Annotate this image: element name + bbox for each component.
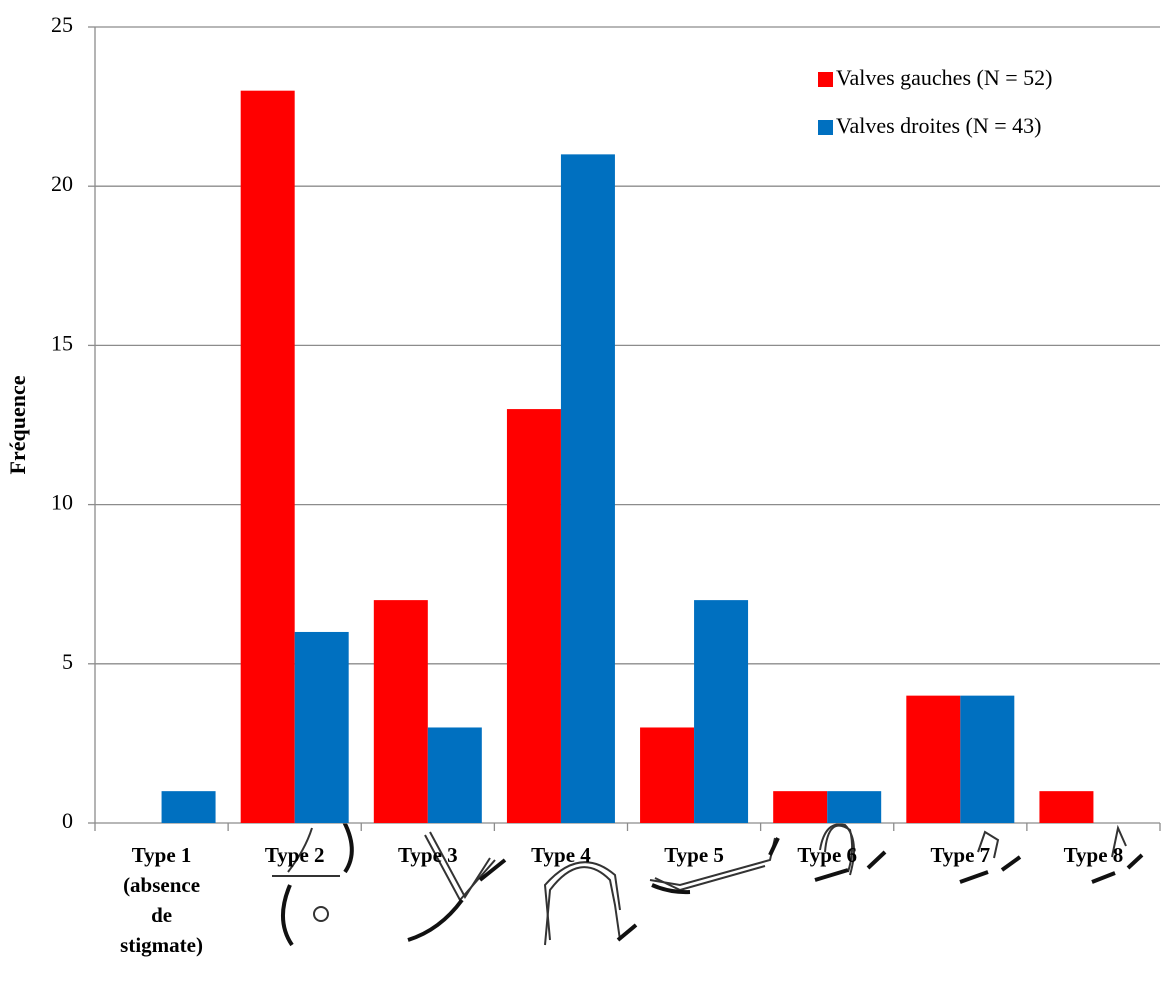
y-tick-label: 15	[51, 330, 73, 355]
legend-label: Valves gauches (N = 52)	[836, 65, 1052, 90]
bar	[827, 791, 882, 823]
bar	[960, 695, 1015, 823]
bar	[161, 791, 216, 823]
y-tick-label: 0	[62, 808, 73, 833]
legend-swatch	[818, 72, 833, 87]
bar	[294, 631, 349, 823]
y-tick-label: 25	[51, 12, 73, 37]
stigmate-sketches	[272, 817, 1144, 947]
bar	[427, 727, 482, 823]
bar	[506, 409, 561, 823]
bar	[373, 600, 428, 823]
bar	[1039, 791, 1094, 823]
y-tick-label: 5	[62, 649, 73, 674]
y-axis-label: Fréquence	[5, 375, 30, 474]
x-tick-label: Type 8	[1064, 843, 1124, 867]
bar	[694, 600, 749, 823]
bar	[240, 90, 295, 824]
bar	[560, 154, 615, 824]
x-tick-label: Type 3	[398, 843, 458, 867]
x-tick-label: Type 5	[664, 843, 724, 867]
x-tick-label: Type 1 (absence de stigmate)	[120, 843, 203, 957]
legend-label: Valves droites (N = 43)	[836, 113, 1041, 138]
bar	[906, 695, 961, 823]
bar	[640, 727, 695, 823]
y-tick-label: 10	[51, 490, 73, 515]
legend-swatch	[818, 120, 833, 135]
bar	[773, 791, 828, 823]
x-tick-label: Type 4	[531, 843, 591, 867]
x-tick-label: Type 6	[797, 843, 857, 867]
x-tick-label: Type 2	[265, 843, 325, 867]
x-tick-label: Type 7	[930, 843, 990, 867]
y-tick-label: 20	[51, 171, 73, 196]
